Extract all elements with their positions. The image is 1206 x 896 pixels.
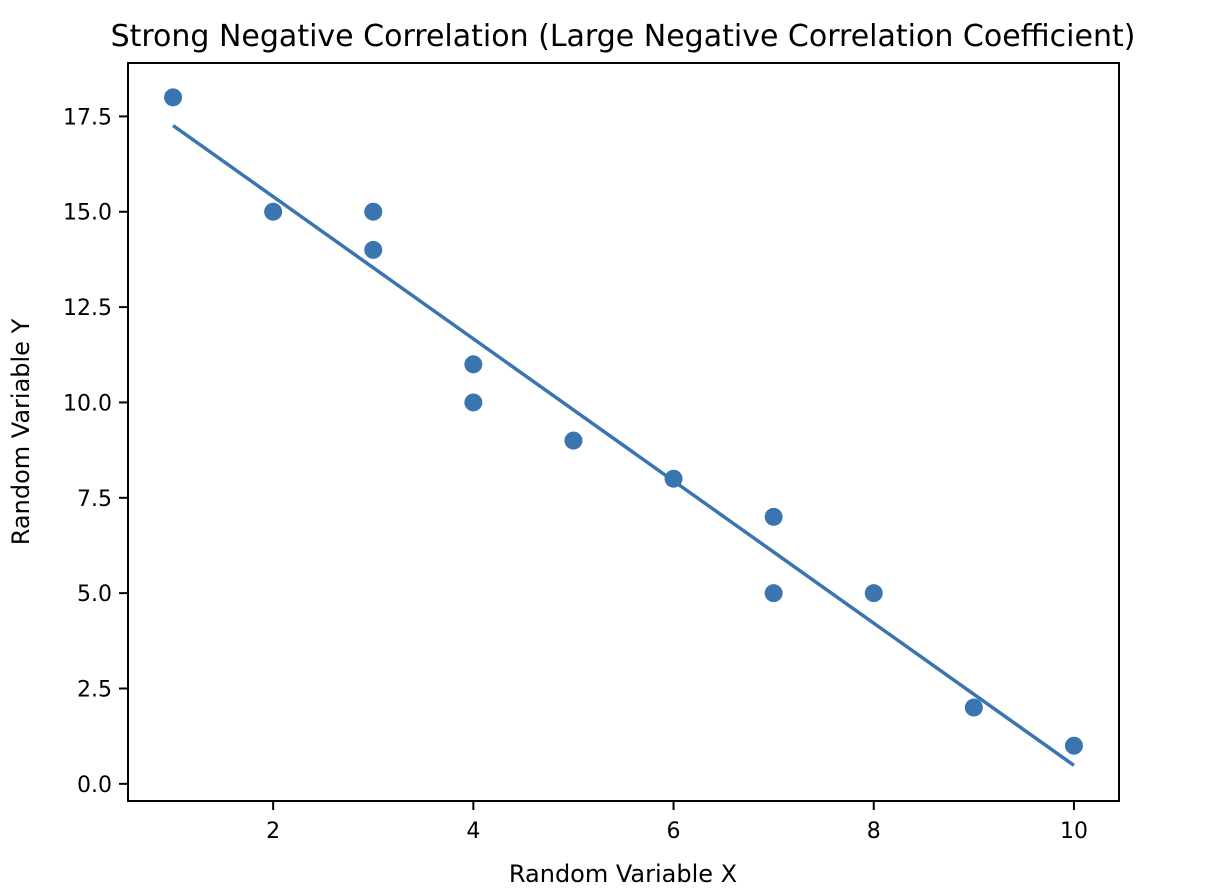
y-tick-label: 7.5 [77,487,112,512]
y-tick-label: 0.0 [77,773,112,798]
x-axis: 2 4 6 8 10 [266,801,1088,844]
axes-frame [127,62,1120,802]
x-axis-label: Random Variable X [509,860,737,888]
data-point [964,698,983,717]
regression-line [172,124,1075,767]
y-tick-label: 12.5 [63,296,112,321]
y-axis: 0.0 2.5 5.0 7.5 10.0 12.5 15.0 17.5 [63,105,128,798]
plot-area [164,88,1083,767]
x-tick-label: 10 [1060,819,1088,844]
y-axis-label: Random Variable Y [7,318,35,545]
data-point [764,584,783,603]
data-point [364,240,383,259]
data-point [864,584,883,603]
y-tick-label: 15.0 [63,201,112,226]
data-point [464,393,483,412]
data-point [464,355,483,374]
x-tick-label: 8 [867,819,881,844]
data-point [164,88,183,107]
y-tick-label: 2.5 [77,677,112,702]
x-tick-label: 4 [466,819,480,844]
data-point [264,202,283,221]
y-tick-label: 10.0 [63,391,112,416]
y-tick-label: 17.5 [63,105,112,130]
data-point [764,507,783,526]
x-tick-label: 6 [667,819,681,844]
chart-title: Strong Negative Correlation (Large Negat… [111,19,1136,54]
data-point [1064,736,1083,755]
data-point [664,469,683,488]
data-point [564,431,583,450]
data-point [364,202,383,221]
y-tick-label: 5.0 [77,582,112,607]
x-tick-label: 2 [266,819,280,844]
